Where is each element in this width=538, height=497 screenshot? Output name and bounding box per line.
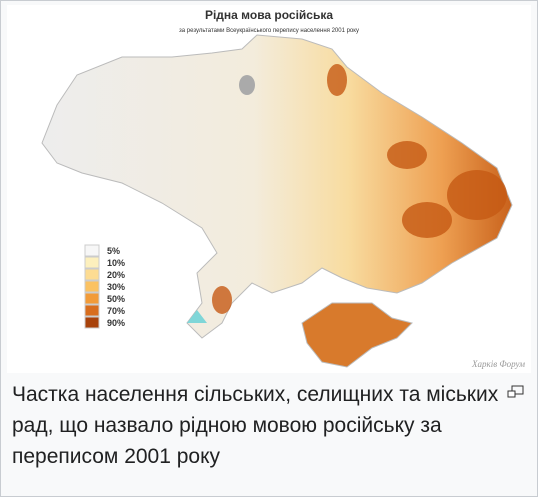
exclusion-zone xyxy=(239,75,255,95)
legend-label: 5% xyxy=(107,246,120,256)
legend-swatch xyxy=(84,280,100,293)
map-subtitle: за результатами Всеукраїнського перепису… xyxy=(179,28,359,34)
legend-swatch xyxy=(84,244,100,257)
watermark: Харків Форум xyxy=(471,359,525,369)
legend-swatch xyxy=(84,268,100,281)
legend-swatch xyxy=(84,316,100,329)
caption: Частка населення сільських, селищних та … xyxy=(12,383,499,468)
enlarge-icon[interactable] xyxy=(507,385,525,399)
legend-label: 30% xyxy=(107,282,125,292)
legend-label: 90% xyxy=(107,318,125,328)
legend-swatch xyxy=(84,304,100,317)
legend-label: 50% xyxy=(107,294,125,304)
crimea xyxy=(301,302,413,368)
legend-label: 70% xyxy=(107,306,125,316)
legend-swatch xyxy=(84,256,100,269)
legend-swatch xyxy=(84,292,100,305)
lake xyxy=(187,310,207,323)
legend-label: 10% xyxy=(107,258,125,268)
mainland xyxy=(41,34,513,339)
legend-label: 20% xyxy=(107,270,125,280)
map: Рідна мова російська за результатами Все… xyxy=(7,5,531,373)
high-share-areas xyxy=(212,64,507,314)
map-title: Рідна мова російська xyxy=(205,8,333,22)
legend: 5% 10% 20% 30% 50% 70% 90% xyxy=(84,244,125,329)
